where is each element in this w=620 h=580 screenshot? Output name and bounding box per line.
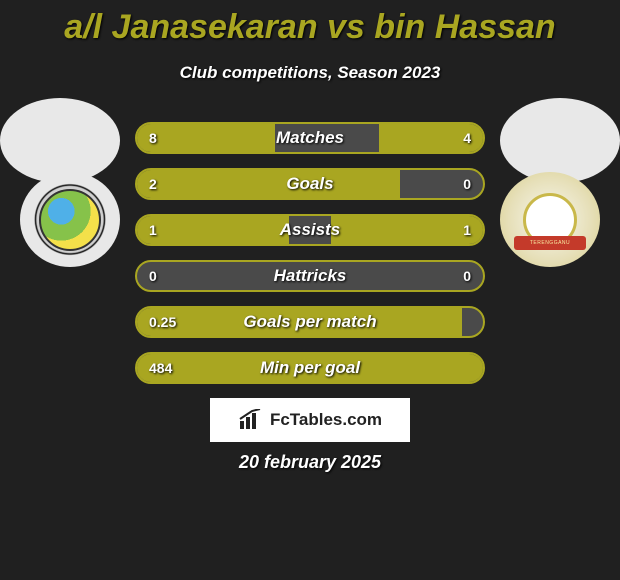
- footer-date: 20 february 2025: [0, 452, 620, 473]
- stat-label: Goals per match: [137, 308, 483, 336]
- stat-label: Hattricks: [137, 262, 483, 290]
- stat-row: Assists1 1: [135, 214, 485, 246]
- stat-value-left: 0: [149, 262, 157, 290]
- stat-label: Matches: [137, 124, 483, 152]
- stat-row: Matches8 4: [135, 122, 485, 154]
- stat-value-right: 4: [463, 124, 471, 152]
- branding-badge: FcTables.com: [210, 398, 410, 442]
- stat-value-left: 2: [149, 170, 157, 198]
- stat-value-left: 1: [149, 216, 157, 244]
- stats-container: Matches84Goals20Assists11Hattricks00Goal…: [135, 122, 485, 398]
- stat-value-left: 8: [149, 124, 157, 152]
- page-title: a/l Janasekaran vs bin Hassan: [0, 0, 620, 47]
- stat-label: Assists: [137, 216, 483, 244]
- team-right-crest: TERENGGANU: [500, 172, 600, 267]
- team-right-crest-banner: TERENGGANU: [514, 236, 586, 250]
- stat-row: Goals per match0.25: [135, 306, 485, 338]
- stat-label: Min per goal: [137, 354, 483, 382]
- team-right-crest-inner: TERENGGANU: [523, 193, 577, 247]
- team-left-crest: [20, 172, 120, 267]
- page-subtitle: Club competitions, Season 2023: [0, 63, 620, 83]
- chart-icon: [238, 409, 264, 431]
- stat-value-right: 0: [463, 262, 471, 290]
- team-left-crest-inner: [39, 189, 101, 251]
- stat-value-right: 0: [463, 170, 471, 198]
- stat-value-left: 0.25: [149, 308, 176, 336]
- player-right-avatar: [500, 98, 620, 183]
- stat-row: Hattricks0 0: [135, 260, 485, 292]
- stat-row: Min per goal484: [135, 352, 485, 384]
- stat-value-left: 484: [149, 354, 172, 382]
- stat-label: Goals: [137, 170, 483, 198]
- stat-value-right: 1: [463, 216, 471, 244]
- stat-row: Goals2 0: [135, 168, 485, 200]
- player-left-avatar: [0, 98, 120, 183]
- branding-text: FcTables.com: [270, 410, 382, 430]
